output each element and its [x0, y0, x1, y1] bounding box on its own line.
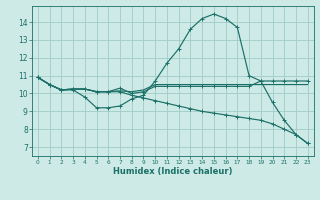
X-axis label: Humidex (Indice chaleur): Humidex (Indice chaleur): [113, 167, 233, 176]
